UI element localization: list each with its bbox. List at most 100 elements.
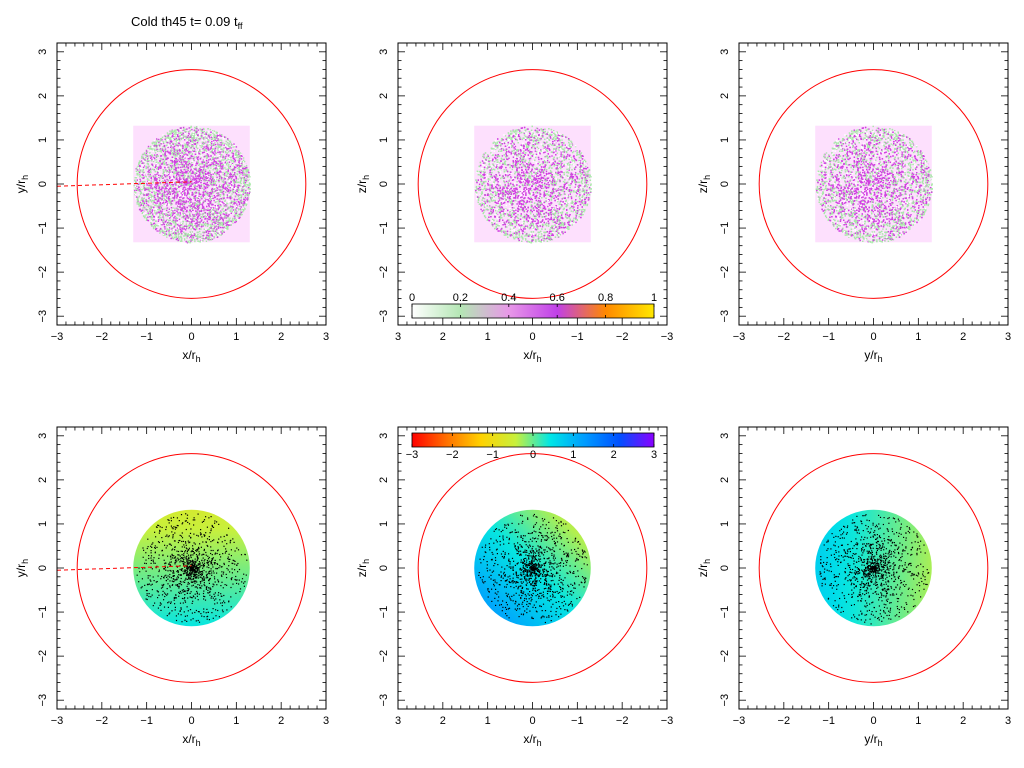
x-tick-label: −1 — [140, 331, 153, 343]
y-tick-label: 2 — [37, 93, 49, 99]
x-tick-label: −2 — [778, 715, 791, 727]
y-tick-label: 1 — [37, 137, 49, 143]
colorbar-tick-label: −2 — [446, 449, 459, 461]
x-axis-label: x/rh — [523, 732, 541, 748]
axis-ticks — [397, 42, 668, 326]
y-tick-label: 0 — [37, 565, 49, 571]
panel-top-xy: −3−3 −2 −2 −1 −1 0 0 1 1 2 2 3 3 x/rh y/rh — [14, 42, 329, 364]
y-tick-label: 1 — [719, 521, 731, 527]
panels: −3−3−2−2−1−100112233x/rhy/rh−3−3−2−2−1−1… — [14, 42, 1011, 748]
colorbar-gradient — [411, 303, 655, 319]
density-cloud — [815, 125, 933, 244]
y-tick-label: −2 — [719, 650, 731, 663]
x-tick-label: −1 — [571, 715, 584, 727]
plot-area — [417, 69, 648, 299]
y-axis-label: y/rh — [14, 559, 30, 577]
panel-bottom-xy: −3−3 −2 −2 −1 −1 0 0 1 1 2 2 3 3 x/rh y/rh — [14, 426, 329, 748]
x-tick-label: −2 — [616, 715, 629, 727]
x-tick-label: 3 — [395, 715, 401, 727]
x-tick-label: 0 — [870, 331, 876, 343]
x-tick-label: 1 — [915, 715, 921, 727]
x-tick-label: 2 — [960, 715, 966, 727]
x-tick-label: 2 — [960, 331, 966, 343]
colorbar-tick-label: −1 — [486, 449, 499, 461]
y-tick-label: −1 — [37, 222, 49, 235]
y-axis-label: z/rh — [696, 175, 712, 193]
reference-circle — [76, 69, 307, 299]
x-axis-label: y/rh — [864, 348, 882, 364]
x-tick-label: −1 — [571, 331, 584, 343]
y-tick-label: 0 — [719, 565, 731, 571]
y-tick-label: −2 — [37, 650, 49, 663]
y-tick-label: −3 — [37, 694, 49, 707]
density-cloud — [474, 125, 592, 244]
y-tick-label: −2 — [37, 266, 49, 279]
plot-area — [57, 453, 307, 683]
figure-title: Cold th45 t= 0.09 tff — [131, 14, 243, 31]
x-axis-label: x/rh — [182, 732, 200, 748]
x-tick-label: 2 — [278, 331, 284, 343]
y-tick-label: 1 — [37, 521, 49, 527]
y-tick-label: 0 — [37, 181, 49, 187]
x-tick-label: 2 — [278, 715, 284, 727]
y-tick-label: −1 — [378, 222, 390, 235]
plot-area — [417, 453, 648, 683]
x-tick-label: −1 — [822, 715, 835, 727]
colorbar-tick-label: 3 — [651, 449, 657, 461]
x-tick-label: 0 — [188, 715, 194, 727]
x-tick-label: 1 — [915, 331, 921, 343]
y-tick-label: 3 — [719, 49, 731, 55]
y-tick-label: 3 — [37, 433, 49, 439]
reference-circle — [417, 453, 648, 683]
reference-circle — [76, 453, 307, 683]
colorbar-tick-label: 0 — [530, 449, 536, 461]
density-cloud — [133, 125, 251, 244]
y-tick-label: −1 — [37, 606, 49, 619]
x-tick-label: 2 — [440, 715, 446, 727]
y-tick-label: 2 — [378, 93, 390, 99]
axis-ticks — [738, 42, 1009, 326]
colorbar-tick-label: 0.6 — [550, 292, 565, 304]
axis-ticks — [56, 426, 327, 710]
y-tick-label: −3 — [719, 310, 731, 323]
y-tick-label: 0 — [378, 181, 390, 187]
y-tick-label: 3 — [378, 49, 390, 55]
y-tick-label: 0 — [378, 565, 390, 571]
x-tick-label: 0 — [529, 715, 535, 727]
x-tick-label: −2 — [616, 331, 629, 343]
panel-top-xz: −3 −3 −2 −2 −1 −1 0 0 1 1 2 2 3 3 x/rh z/rh — [355, 42, 673, 364]
density-colorbar: 0 0.2 0.4 0.6 0.8 1 — [409, 292, 657, 319]
reference-circle — [758, 69, 989, 299]
plot-area — [758, 453, 989, 683]
y-tick-label: 1 — [378, 137, 390, 143]
x-tick-label: 0 — [870, 715, 876, 727]
dashed-line — [57, 565, 192, 571]
x-tick-label: −2 — [778, 331, 791, 343]
reference-circle — [417, 69, 648, 299]
y-tick-label: −2 — [719, 266, 731, 279]
y-tick-label: −1 — [378, 606, 390, 619]
y-tick-label: −3 — [37, 310, 49, 323]
axis-ticks — [397, 426, 668, 710]
x-tick-label: −1 — [140, 715, 153, 727]
y-tick-label: 2 — [37, 477, 49, 483]
y-tick-label: −3 — [719, 694, 731, 707]
y-tick-label: 2 — [719, 93, 731, 99]
y-tick-label: 0 — [719, 181, 731, 187]
y-axis-label: z/rh — [355, 559, 371, 577]
x-tick-label: −3 — [733, 331, 746, 343]
x-tick-label: 0 — [188, 331, 194, 343]
colorbar-tick-label: 0.4 — [501, 292, 516, 304]
colorbar-tick-label: −3 — [406, 449, 419, 461]
axis-ticks — [56, 42, 327, 326]
x-tick-label: 3 — [323, 715, 329, 727]
y-tick-label: 3 — [37, 49, 49, 55]
colorbar-tick-label: 0 — [409, 292, 415, 304]
dashed-line — [57, 181, 192, 187]
panel-bottom-xz: −3 −3 −2 −2 −1 −1 0 0 1 1 2 2 3 3 x/rh z/rh — [355, 426, 673, 748]
x-tick-label: 3 — [395, 331, 401, 343]
y-tick-label: 3 — [719, 433, 731, 439]
x-tick-label: −1 — [822, 331, 835, 343]
y-tick-label: −1 — [719, 606, 731, 619]
colorbar-tick-label: 0.8 — [598, 292, 613, 304]
